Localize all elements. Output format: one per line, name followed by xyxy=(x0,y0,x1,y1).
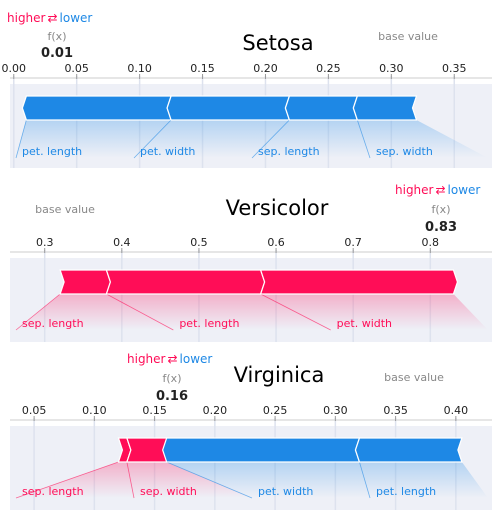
tick-label: 0.10 xyxy=(127,62,152,75)
fx-label: f(x) xyxy=(48,30,67,43)
plot-title: Virginica xyxy=(234,363,325,387)
tick-label: 0.40 xyxy=(444,404,469,417)
tick-label: 0.35 xyxy=(442,62,467,75)
segment-bar xyxy=(259,269,459,295)
segment-fade-edge xyxy=(251,119,290,159)
legend-higher-lower-3: higher ⇄ lower xyxy=(127,352,212,366)
segment-fade xyxy=(166,462,370,498)
segment-fade xyxy=(126,462,252,498)
base-value-label: base value xyxy=(378,30,438,43)
legend-higher: higher xyxy=(127,352,166,366)
fx-value: 0.83 xyxy=(425,220,457,235)
tick-label: 0.30 xyxy=(379,62,404,75)
segment-bar xyxy=(105,269,266,295)
plot-title: Setosa xyxy=(242,31,313,55)
fx-label: f(x) xyxy=(432,203,451,216)
legend-higher-lower-2: higher ⇄ lower xyxy=(395,183,480,197)
legend-arrow: ⇄ xyxy=(435,183,445,197)
segment-fade-edge xyxy=(15,461,119,499)
feature-label: sep. length xyxy=(22,485,84,498)
tick-label: 0.25 xyxy=(263,404,288,417)
feature-label: sep. length xyxy=(258,145,320,158)
legend-higher-lower-1: higher ⇄ lower xyxy=(7,11,92,25)
segment-fade xyxy=(357,120,488,158)
segment-fade xyxy=(16,294,174,330)
plot-title: Versicolor xyxy=(226,196,329,220)
tick-label: 0.7 xyxy=(344,236,362,249)
tick-label: 0.8 xyxy=(422,236,440,249)
segments: pet. length pet. width sep. length sep. wid… xyxy=(15,95,488,159)
tick-label: 0.00 xyxy=(2,62,27,75)
feature-label: sep. width xyxy=(140,485,197,498)
tick-label: 0.15 xyxy=(142,404,167,417)
legend-arrow: ⇄ xyxy=(47,11,57,25)
tick-label: 0.6 xyxy=(267,236,285,249)
tick-label: 0.25 xyxy=(316,62,341,75)
segment-fade xyxy=(134,120,290,158)
segment-fade xyxy=(16,120,172,158)
segment-fade-edge xyxy=(260,293,331,331)
segment-fade-edge xyxy=(15,293,61,331)
segment-fade-edge xyxy=(126,461,135,499)
tick-label: 0.4 xyxy=(113,236,131,249)
segment-fade xyxy=(106,294,331,330)
feature-label: pet. width xyxy=(140,145,195,158)
legend-arrow: ⇄ xyxy=(167,352,177,366)
segment-fade xyxy=(16,462,134,498)
segment-bar xyxy=(166,95,291,121)
force-plot-virginica: Virginica base value f(x) 0.16 0.05 0.10 0… xyxy=(10,363,492,510)
feature-label: pet. width xyxy=(258,485,313,498)
segment-fade xyxy=(252,120,370,158)
segment-bar xyxy=(21,95,172,121)
tick-label: 0.3 xyxy=(36,236,54,249)
segment-fade xyxy=(260,294,488,330)
segments: sep. length sep. width pet. width pet. leng… xyxy=(15,437,488,499)
tick-label: 0.35 xyxy=(383,404,408,417)
feature-label: pet. length xyxy=(179,317,239,330)
segment-bar xyxy=(162,437,361,463)
feature-label: pet. length xyxy=(22,145,82,158)
base-value-label: base value xyxy=(35,203,95,216)
feature-label: pet. width xyxy=(337,317,392,330)
tick-label: 0.05 xyxy=(64,62,89,75)
segment-fade-edge xyxy=(166,461,253,499)
tick-label: 0.20 xyxy=(253,62,278,75)
fx-label: f(x) xyxy=(163,372,182,385)
segment-fade-edge xyxy=(356,119,371,159)
segment-bar xyxy=(354,437,463,463)
legend-lower: lower xyxy=(448,183,481,197)
segment-fade xyxy=(359,462,488,498)
base-value-label: base value xyxy=(384,371,444,384)
tick-label: 0.30 xyxy=(323,404,348,417)
segment-bar xyxy=(59,269,112,295)
tick-label: 0.20 xyxy=(203,404,228,417)
legend-higher: higher xyxy=(395,183,434,197)
feature-label: sep. width xyxy=(376,145,433,158)
segment-fade-edge xyxy=(133,119,172,159)
legend-lower: lower xyxy=(60,11,93,25)
segment-fade-edge xyxy=(15,119,27,159)
tick-label: 0.15 xyxy=(190,62,215,75)
fx-value: 0.01 xyxy=(41,46,73,61)
segment-bar xyxy=(352,95,418,121)
force-plot-setosa: Setosa base value f(x) 0.01 0.00 0.05 0.10… xyxy=(2,30,492,168)
feature-label: pet. length xyxy=(376,485,436,498)
segments: sep. length pet. length pet. width xyxy=(15,269,488,331)
segment-bar xyxy=(284,95,359,121)
segment-fade-edge xyxy=(106,293,174,331)
tick-label: 0.5 xyxy=(190,236,208,249)
legend-higher: higher xyxy=(7,11,46,25)
tick-label: 0.10 xyxy=(82,404,107,417)
fx-value: 0.16 xyxy=(156,389,188,404)
segment-fade-edge xyxy=(359,461,371,499)
tick-label: 0.05 xyxy=(22,404,47,417)
legend-lower: lower xyxy=(180,352,213,366)
feature-label: sep. length xyxy=(22,317,84,330)
force-plot-versicolor: Versicolor base value f(x) 0.83 0.3 0.4 0.… xyxy=(10,196,492,342)
